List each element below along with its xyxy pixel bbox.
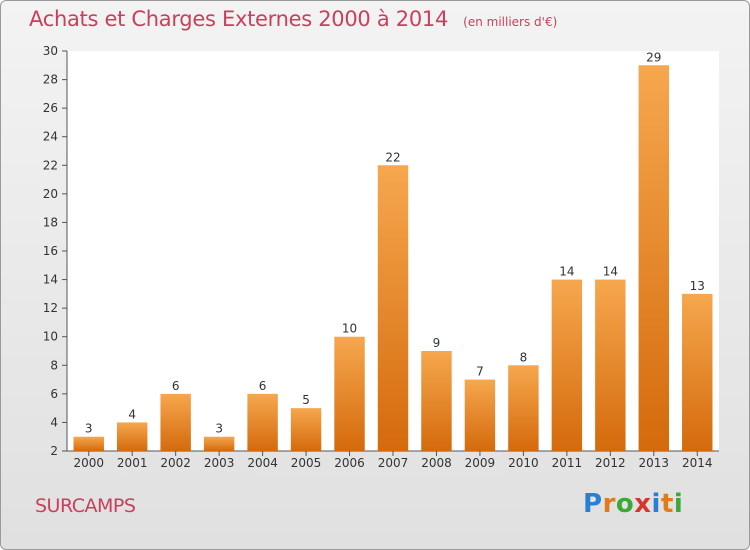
y-tick-label: 18 (43, 215, 58, 229)
bar-2000 (73, 436, 104, 451)
x-tick-label: 2013 (639, 456, 670, 470)
bar-2014 (682, 293, 713, 451)
bar-2009 (464, 379, 496, 451)
data-label: 6 (172, 379, 180, 393)
logo-letter: o (615, 489, 635, 519)
logo-letter: x (634, 489, 652, 519)
y-tick-label: 22 (43, 158, 58, 172)
data-label: 22 (385, 150, 400, 164)
data-label: 3 (85, 422, 93, 436)
bar-2012 (595, 279, 626, 451)
y-tick-label: 2 (50, 444, 58, 458)
x-tick-label: 2005 (291, 456, 322, 470)
x-tick-label: 2010 (508, 456, 539, 470)
logo-letter: i (673, 489, 684, 519)
data-label: 9 (433, 336, 441, 350)
y-tick-label: 10 (43, 330, 58, 344)
bar-2011 (551, 279, 583, 451)
x-tick-label: 2007 (378, 456, 409, 470)
logo-letter: P (583, 489, 603, 519)
data-label: 10 (342, 322, 357, 336)
y-tick-label: 20 (43, 187, 58, 201)
x-tick-label: 2002 (160, 456, 191, 470)
bar-2002 (160, 393, 191, 451)
chart-title: Achats et Charges Externes 2000 à 2014 (29, 7, 449, 31)
data-label: 3 (215, 422, 223, 436)
bar-2013 (638, 65, 670, 452)
y-tick-label: 16 (43, 244, 58, 258)
bar-2005 (290, 408, 322, 451)
logo-letter: t (660, 489, 674, 519)
bar-2010 (508, 365, 539, 451)
data-label: 7 (476, 365, 484, 379)
x-tick-label: 2000 (73, 456, 104, 470)
bar-2008 (421, 351, 452, 451)
bar-2006 (334, 336, 365, 451)
y-tick-label: 24 (43, 130, 58, 144)
y-tick-label: 14 (43, 273, 58, 287)
data-label: 14 (603, 265, 618, 279)
y-tick-label: 8 (50, 358, 58, 372)
bar-2001 (116, 422, 148, 451)
place-name: SURCAMPS (35, 495, 136, 517)
data-label: 8 (520, 350, 528, 364)
x-tick-label: 2006 (334, 456, 365, 470)
x-tick-label: 2004 (247, 456, 278, 470)
x-tick-label: 2014 (682, 456, 713, 470)
x-tick-label: 2009 (465, 456, 496, 470)
bar-2004 (247, 393, 278, 451)
x-tick-label: 2011 (552, 456, 583, 470)
logo-letter: i (651, 489, 661, 519)
data-label: 29 (646, 50, 661, 64)
chart-title-block: Achats et Charges Externes 2000 à 2014 (… (29, 7, 557, 31)
x-tick-label: 2001 (117, 456, 148, 470)
y-tick-label: 6 (50, 387, 58, 401)
logo-letter: r (602, 489, 616, 519)
y-tick-label: 4 (50, 415, 58, 429)
data-label: 4 (128, 407, 136, 421)
y-tick-label: 28 (43, 73, 58, 87)
data-label: 13 (690, 279, 705, 293)
x-tick-label: 2012 (595, 456, 626, 470)
data-label: 5 (302, 393, 310, 407)
y-tick-label: 12 (43, 301, 58, 315)
y-tick-label: 30 (43, 44, 58, 58)
x-tick-label: 2008 (421, 456, 452, 470)
bar-2003 (203, 436, 235, 451)
chart-subtitle: (en milliers d'€) (463, 15, 558, 29)
y-tick-label: 26 (43, 101, 58, 115)
bar-2007 (377, 165, 409, 452)
data-label: 14 (559, 265, 574, 279)
data-label: 6 (259, 379, 267, 393)
x-tick-label: 2003 (204, 456, 235, 470)
proxiti-logo[interactable]: Proxiti (583, 489, 683, 519)
